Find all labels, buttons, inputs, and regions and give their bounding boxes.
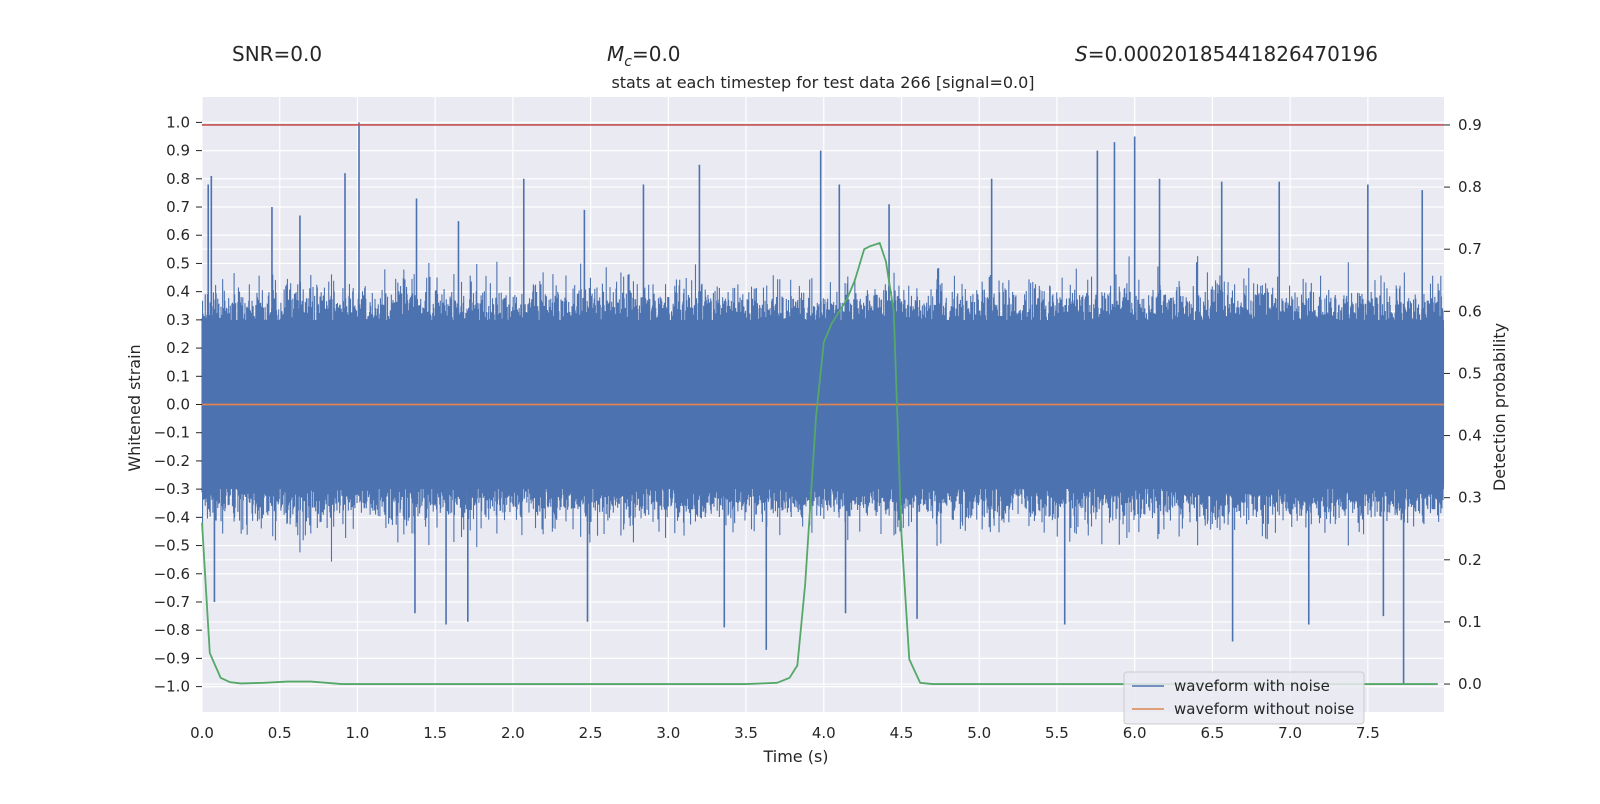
y2-tick-label: 0.2 <box>1458 551 1482 569</box>
mc-header: Mc=0.0 <box>607 42 681 70</box>
mc-value: =0.0 <box>632 42 681 66</box>
x-axis-label: Time (s) <box>762 747 828 766</box>
y-tick-label: −1.0 <box>154 678 190 696</box>
y2-tick-label: 0.7 <box>1458 240 1482 258</box>
x-tick-label: 5.0 <box>967 724 991 742</box>
y2-tick-label: 0.9 <box>1458 116 1482 134</box>
x-tick-label: 2.5 <box>579 724 603 742</box>
mc-symbol: M <box>607 42 624 66</box>
y2-tick-label: 0.1 <box>1458 613 1482 631</box>
x-tick-label: 0.0 <box>190 724 214 742</box>
y-tick-label: 0.4 <box>166 283 190 301</box>
legend: waveform with noise waveform without noi… <box>1123 671 1365 725</box>
y-tick-label: 0.3 <box>166 311 190 329</box>
y-tick-label: −0.3 <box>154 480 190 498</box>
y-tick-label: −0.9 <box>154 649 190 667</box>
y-tick-label: 0.6 <box>166 226 190 244</box>
x-tick-label: 0.5 <box>268 724 292 742</box>
y2-axis-label: Detection probability <box>1490 323 1509 491</box>
series-detection-probability <box>201 242 1438 685</box>
y-tick-label: 0.5 <box>166 254 190 272</box>
y-tick-label: −0.7 <box>154 593 190 611</box>
x-tick-label: 4.0 <box>812 724 836 742</box>
y-tick-label: −0.4 <box>154 508 190 526</box>
x-tick-label: 2.0 <box>501 724 525 742</box>
x-tick-label: 6.0 <box>1123 724 1147 742</box>
x-tick-label: 3.5 <box>734 724 758 742</box>
s-symbol: S <box>1075 42 1088 66</box>
y-tick-label: 0.2 <box>166 339 190 357</box>
legend-box <box>1123 671 1365 725</box>
y-tick-label: 0.8 <box>166 170 190 188</box>
y2-tick-label: 0.0 <box>1458 675 1482 693</box>
y-tick-label: 1.0 <box>166 113 190 131</box>
y-tick-label: −0.2 <box>154 452 190 470</box>
mc-subscript: c <box>624 54 632 70</box>
y2-tick-label: 0.6 <box>1458 302 1482 320</box>
y-tick-label: 0.7 <box>166 198 190 216</box>
legend-label-clean: waveform without noise <box>1174 700 1354 718</box>
y-axis-label: Whitened strain <box>125 344 144 471</box>
s-value: =0.00020185441826470196 <box>1088 42 1378 66</box>
y-tick-label: −0.8 <box>154 621 190 639</box>
x-tick-label: 4.5 <box>890 724 914 742</box>
x-tick-label: 5.5 <box>1045 724 1069 742</box>
axis-ticks: 0.0 0.5 1.0 1.5 2.0 2.5 3.0 3.5 4.0 4.5 5.0 5.5 6.0 6… <box>154 113 1482 742</box>
y2-tick-label: 0.3 <box>1458 489 1482 507</box>
y-tick-label: 0.1 <box>166 367 190 385</box>
y-tick-label: 0.9 <box>166 142 190 160</box>
x-tick-label: 1.5 <box>423 724 447 742</box>
x-tick-label: 3.0 <box>656 724 680 742</box>
x-tick-label: 1.0 <box>346 724 370 742</box>
y-tick-label: 0.0 <box>166 396 190 414</box>
y-tick-label: −0.1 <box>154 424 190 442</box>
y2-tick-label: 0.4 <box>1458 427 1482 445</box>
snr-header: SNR=0.0 <box>232 42 322 66</box>
y2-tick-label: 0.5 <box>1458 364 1482 382</box>
chart-title: stats at each timestep for test data 266… <box>611 73 1034 92</box>
legend-label-noise: waveform with noise <box>1174 677 1330 695</box>
y-tick-label: −0.6 <box>154 565 190 583</box>
s-header: S=0.00020185441826470196 <box>1075 42 1378 66</box>
x-tick-label: 7.0 <box>1278 724 1302 742</box>
x-tick-label: 6.5 <box>1200 724 1224 742</box>
detection-probability-line <box>201 242 1438 685</box>
y-tick-label: −0.5 <box>154 537 190 555</box>
x-tick-label: 7.5 <box>1356 724 1380 742</box>
y2-tick-label: 0.8 <box>1458 178 1482 196</box>
